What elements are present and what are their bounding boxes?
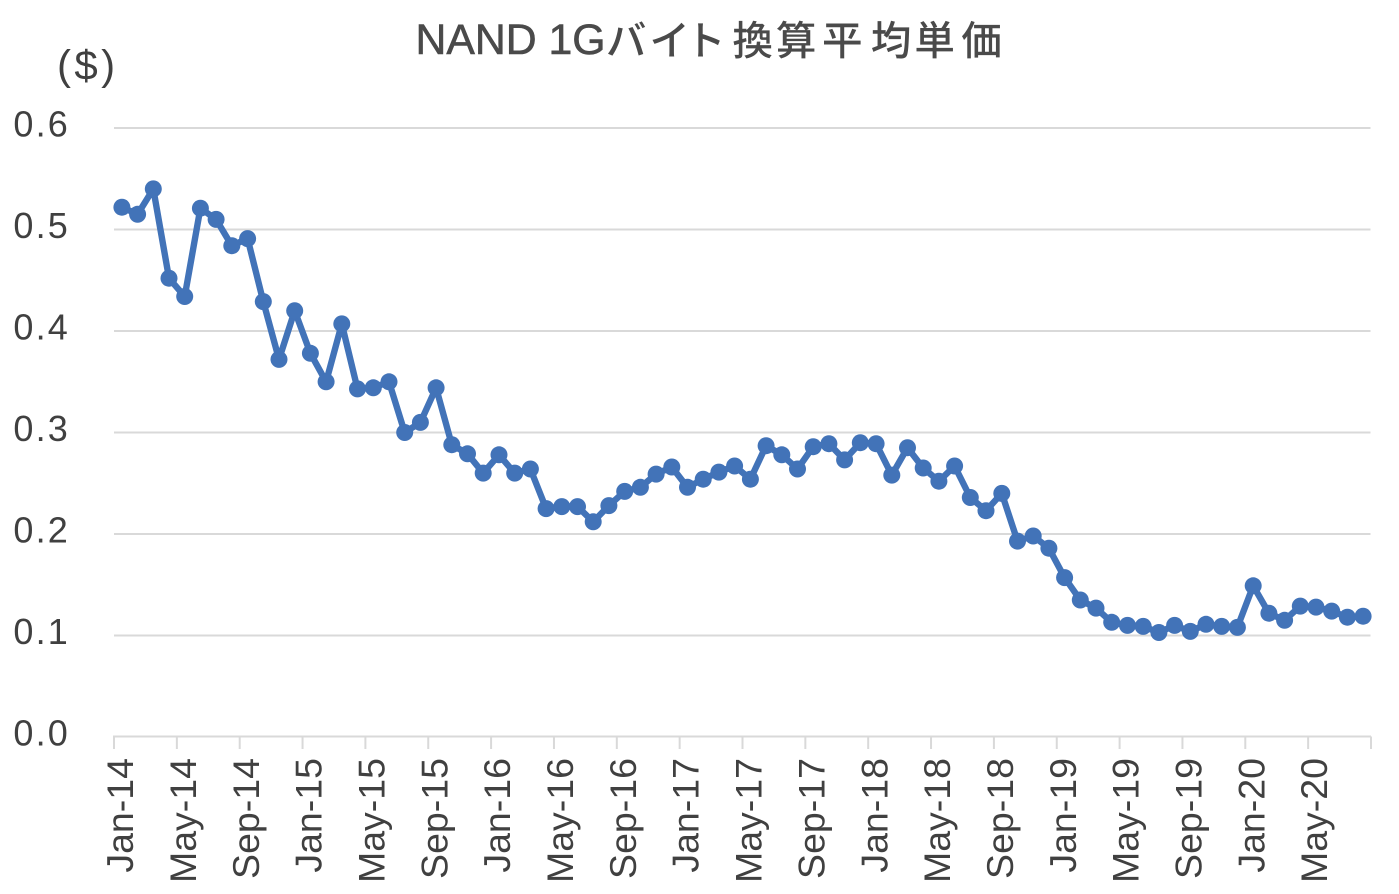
svg-text:0.2: 0.2 <box>13 510 70 551</box>
svg-text:Jan-18: Jan-18 <box>853 758 895 873</box>
svg-text:Jan-17: Jan-17 <box>665 758 707 873</box>
svg-text:0.5: 0.5 <box>13 205 70 246</box>
svg-text:0.1: 0.1 <box>13 611 70 652</box>
svg-text:0.0: 0.0 <box>13 713 70 754</box>
svg-text:Jan-15: Jan-15 <box>288 758 330 873</box>
svg-text:Sep-14: Sep-14 <box>225 758 267 879</box>
svg-text:May-15: May-15 <box>351 758 393 883</box>
svg-text:May-18: May-18 <box>916 758 958 883</box>
svg-text:Sep-19: Sep-19 <box>1168 758 1210 879</box>
svg-text:Jan-14: Jan-14 <box>99 758 141 873</box>
svg-text:0.4: 0.4 <box>13 307 70 348</box>
svg-text:May-20: May-20 <box>1293 758 1335 883</box>
svg-text:Sep-15: Sep-15 <box>413 758 455 879</box>
svg-text:0.6: 0.6 <box>13 104 70 145</box>
svg-text:Sep-16: Sep-16 <box>602 758 644 879</box>
svg-text:Jan-19: Jan-19 <box>1042 758 1084 873</box>
svg-text:Jan-20: Jan-20 <box>1230 758 1272 873</box>
svg-text:($): ($) <box>57 42 119 89</box>
svg-text:Jan-16: Jan-16 <box>476 758 518 873</box>
svg-text:May-19: May-19 <box>1105 758 1147 883</box>
svg-text:Sep-17: Sep-17 <box>790 758 832 879</box>
svg-text:NAND 1G: NAND 1G <box>416 17 606 64</box>
svg-text:0.3: 0.3 <box>13 408 70 449</box>
svg-text:May-16: May-16 <box>539 758 581 883</box>
svg-text:Sep-18: Sep-18 <box>979 758 1021 879</box>
svg-text:May-17: May-17 <box>728 758 770 883</box>
svg-text:May-14: May-14 <box>162 758 204 883</box>
